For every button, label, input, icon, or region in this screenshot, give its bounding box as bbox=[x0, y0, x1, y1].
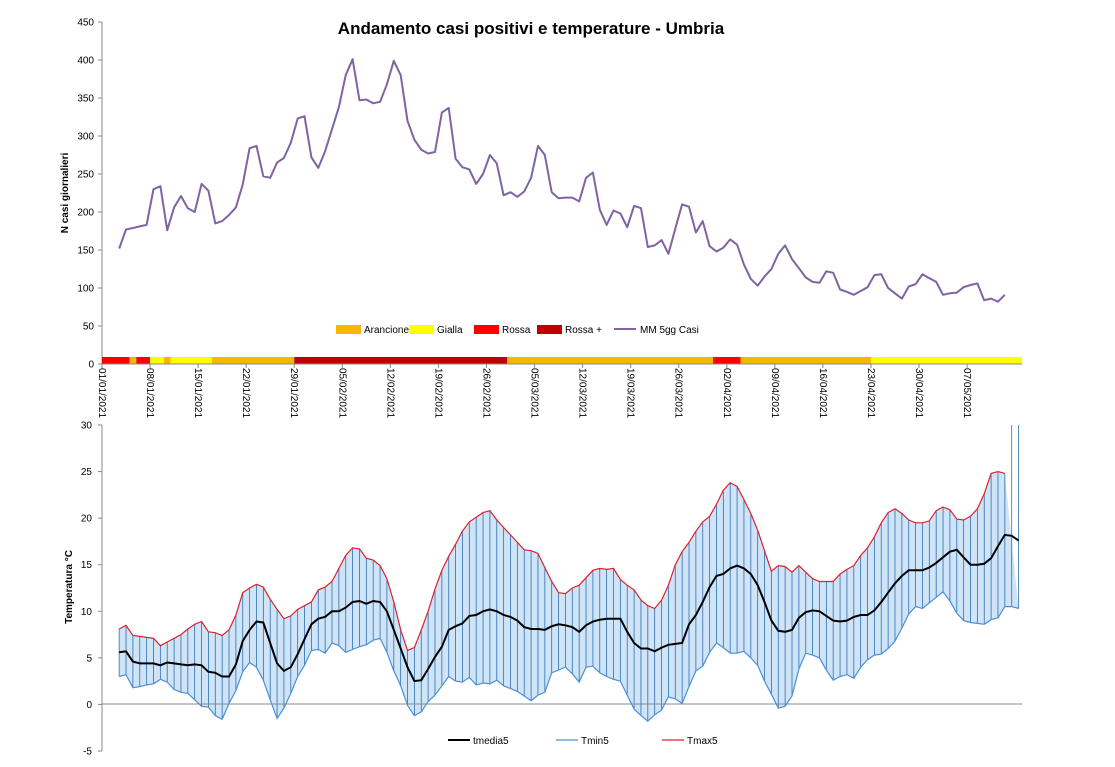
legend-label: Rossa bbox=[502, 325, 531, 336]
bottom-y-tick-label: 15 bbox=[81, 560, 93, 571]
legend-label: Gialla bbox=[437, 325, 463, 336]
legend-swatch bbox=[336, 325, 361, 334]
top-y-axis-ticks: 0 50 100 150 200 250 300 350 400 450 bbox=[77, 18, 102, 371]
zone-segment bbox=[870, 357, 1022, 364]
zone-segment bbox=[507, 357, 714, 364]
legend-swatch bbox=[537, 325, 562, 334]
bottom-y-tick-label: 30 bbox=[81, 421, 93, 432]
temperature-range-band bbox=[119, 471, 1019, 722]
series-line-mm5gg-casi bbox=[118, 58, 1006, 303]
top-y-tick-label: 0 bbox=[88, 360, 94, 371]
top-x-tick-label: 29/01/2021 bbox=[288, 368, 299, 418]
top-x-tick-label: 15/01/2021 bbox=[192, 368, 203, 418]
top-y-tick-label: 450 bbox=[77, 18, 94, 29]
top-x-tick-label: 26/03/2021 bbox=[673, 368, 684, 418]
top-y-tick-label: 250 bbox=[77, 170, 94, 181]
bottom-chart: -5 0 5 10 15 20 25 30 Temperatura °C tmedia5 Tmi… bbox=[64, 421, 1022, 758]
top-y-tick-label: 100 bbox=[77, 284, 94, 295]
bottom-y-tick-label: 10 bbox=[81, 607, 93, 618]
zone-segment bbox=[163, 357, 171, 364]
top-x-tick-label: 30/04/2021 bbox=[913, 368, 924, 418]
series-line-tmax5 bbox=[118, 470, 1005, 652]
legend-label: tmedia5 bbox=[473, 736, 509, 747]
legend-label: Tmax5 bbox=[687, 736, 718, 747]
top-x-tick-label: 12/03/2021 bbox=[577, 368, 588, 418]
top-x-tick-label: 26/02/2021 bbox=[480, 368, 491, 418]
bottom-y-tick-label: -5 bbox=[83, 747, 92, 758]
top-x-axis-ticks: 01/01/2021 08/01/2021 15/01/2021 22/01/2021… bbox=[96, 364, 972, 418]
top-x-tick-label: 12/02/2021 bbox=[384, 368, 395, 418]
legend-label: Rossa + bbox=[565, 325, 602, 336]
top-x-tick-label: 22/01/2021 bbox=[240, 368, 251, 418]
legend-swatch bbox=[409, 325, 434, 334]
top-y-tick-label: 400 bbox=[77, 56, 94, 67]
zone-segment bbox=[129, 357, 137, 364]
top-x-tick-label: 09/04/2021 bbox=[769, 368, 780, 418]
bottom-y-tick-label: 0 bbox=[86, 700, 92, 711]
legend-swatch bbox=[474, 325, 499, 334]
legend-label: MM 5gg Casi bbox=[640, 325, 699, 336]
bottom-y-tick-label: 5 bbox=[86, 653, 92, 664]
top-y-axis-label: N casi giornalieri bbox=[60, 152, 71, 233]
top-legend: Arancione Gialla Rossa Rossa + MM 5gg Casi bbox=[336, 325, 699, 336]
top-y-tick-label: 300 bbox=[77, 132, 94, 143]
zone-segment bbox=[150, 357, 164, 364]
top-y-tick-label: 50 bbox=[83, 322, 95, 333]
top-x-tick-label: 07/05/2021 bbox=[961, 368, 972, 418]
top-x-tick-label: 08/01/2021 bbox=[144, 368, 155, 418]
zone-bar bbox=[102, 357, 1022, 364]
bottom-y-tick-label: 25 bbox=[81, 467, 93, 478]
bottom-y-tick-label: 20 bbox=[81, 514, 93, 525]
legend-label: Arancione bbox=[364, 325, 409, 336]
zone-segment bbox=[740, 357, 871, 364]
top-x-tick-label: 16/04/2021 bbox=[817, 368, 828, 418]
top-x-tick-label: 05/03/2021 bbox=[529, 368, 540, 418]
bottom-y-axis-label: Temperatura °C bbox=[64, 550, 75, 624]
zone-segment bbox=[170, 357, 212, 364]
top-x-tick-label: 19/03/2021 bbox=[625, 368, 636, 418]
zone-segment bbox=[713, 357, 741, 364]
series-line-tmin5 bbox=[119, 590, 1019, 722]
temperature-hatch-lines bbox=[118, 425, 1019, 722]
series-line-tmedia5 bbox=[119, 533, 1020, 683]
legend-label: Tmin5 bbox=[581, 736, 609, 747]
top-y-tick-label: 150 bbox=[77, 246, 94, 257]
top-x-tick-label: 01/01/2021 bbox=[96, 368, 107, 418]
zone-segment bbox=[294, 357, 508, 364]
chart-title: Andamento casi positivi e temperature - … bbox=[338, 19, 725, 38]
zone-segment bbox=[102, 357, 130, 364]
zone-segment bbox=[136, 357, 151, 364]
bottom-legend: tmedia5 Tmin5 Tmax5 bbox=[448, 736, 718, 747]
top-y-tick-label: 350 bbox=[77, 94, 94, 105]
top-chart: 0 50 100 150 200 250 300 350 400 450 N casi giorn… bbox=[60, 18, 1022, 418]
bottom-y-axis-ticks: -5 0 5 10 15 20 25 30 bbox=[81, 421, 102, 758]
top-x-tick-label: 19/02/2021 bbox=[432, 368, 443, 418]
top-x-tick-label: 23/04/2021 bbox=[865, 368, 876, 418]
zone-segment bbox=[211, 357, 295, 364]
top-y-tick-label: 200 bbox=[77, 208, 94, 219]
top-x-tick-label: 02/04/2021 bbox=[721, 368, 732, 418]
top-x-tick-label: 05/02/2021 bbox=[336, 368, 347, 418]
